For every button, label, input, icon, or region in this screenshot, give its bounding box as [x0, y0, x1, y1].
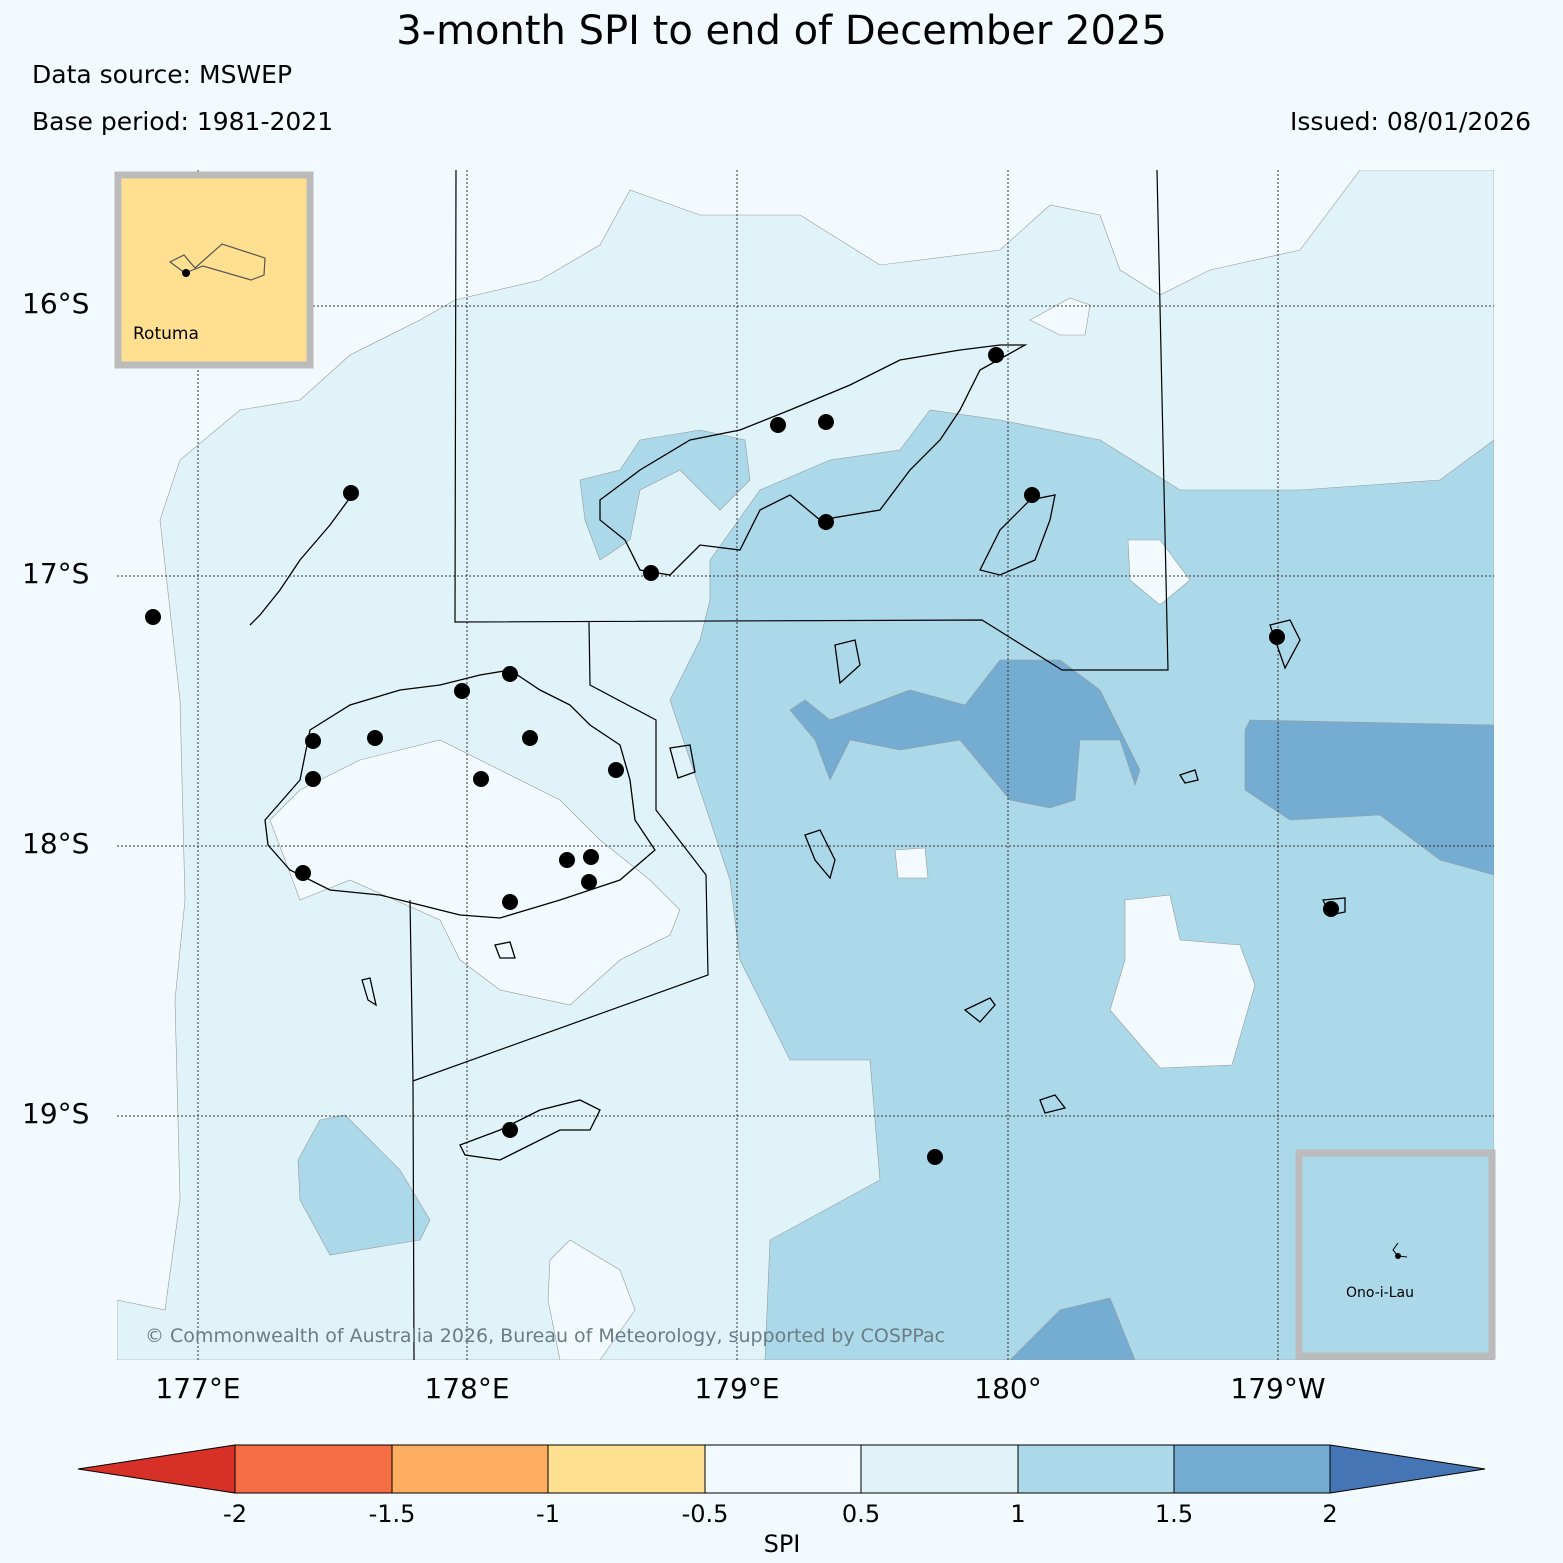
graticule — [117, 170, 1494, 1360]
colorbar-bin — [234, 1444, 393, 1494]
colorbar-tick: 2 — [1322, 1500, 1338, 1528]
colorbar-tick: 1 — [1010, 1500, 1026, 1528]
lat-label: 17°S — [22, 557, 90, 590]
lon-label: 179°E — [694, 1372, 780, 1405]
colorbar-bin — [547, 1444, 706, 1494]
spi-region-1-1.5-east — [669, 409, 1494, 1360]
colorbar-extend-high — [1329, 1444, 1486, 1494]
spi-region-1-1.5-west — [297, 1114, 431, 1256]
issued-date: Issued: 08/01/2026 — [1290, 107, 1531, 136]
ono-i-lau-label: Ono-i-Lau — [1346, 1285, 1414, 1301]
colorbar-bin — [704, 1444, 862, 1494]
colorbar-tick: -2 — [223, 1500, 247, 1528]
base-period: Base period: 1981-2021 — [32, 107, 334, 136]
spi-region-1.5-2-central — [789, 659, 1141, 809]
island — [804, 829, 836, 880]
spi-region-near-normal-east — [1109, 894, 1256, 1069]
lon-label: 178°E — [424, 1372, 510, 1405]
spi-region-1.5-2-south — [1009, 1297, 1136, 1360]
island — [494, 941, 516, 959]
island — [834, 639, 861, 685]
lon-label: 180° — [974, 1372, 1042, 1405]
spi-region-near-normal-ne2 — [1029, 297, 1091, 336]
colorbar-tick: 1.5 — [1154, 1500, 1194, 1528]
colorbar-tick: -1 — [536, 1500, 560, 1528]
spi-region-near-normal-south — [547, 1239, 636, 1360]
rain-stations — [145, 347, 1339, 1165]
colorbar-bin — [391, 1444, 549, 1494]
island — [669, 744, 696, 779]
ono-i-lau-inset — [1295, 1149, 1496, 1360]
colorbar-extend-low — [77, 1444, 236, 1494]
vanua-levu-coast — [599, 344, 1028, 576]
lat-label: 19°S — [22, 1097, 90, 1130]
lon-label: 179°W — [1230, 1372, 1326, 1405]
colorbar — [77, 1444, 1486, 1494]
rotuma-label: Rotuma — [133, 324, 199, 344]
lat-label: 16°S — [22, 287, 90, 320]
colorbar-tick: -1.5 — [368, 1500, 416, 1528]
division-boundaries — [409, 170, 1169, 1360]
colorbar-bin — [860, 1444, 1019, 1494]
colorbar-tick: 0.5 — [841, 1500, 881, 1528]
colorbar-tick: -0.5 — [681, 1500, 729, 1528]
lat-label: 18°S — [22, 827, 90, 860]
copyright-notice: © Commonwealth of Australia 2026, Bureau… — [145, 1325, 946, 1347]
island — [361, 977, 377, 1007]
spi-region-1-1.5-north — [579, 429, 751, 561]
yasawa-coast — [249, 494, 353, 626]
taveuni-coast — [979, 494, 1056, 576]
colorbar-bin — [1017, 1444, 1175, 1494]
map-title: 3-month SPI to end of December 2025 — [396, 8, 1167, 54]
island — [963, 997, 996, 1023]
coastlines — [249, 344, 1346, 1161]
colorbar-bin — [1173, 1444, 1331, 1494]
spi-region-near-normal-ne — [1127, 539, 1191, 606]
island — [1039, 1094, 1067, 1114]
island — [1179, 769, 1199, 784]
lon-label: 177°E — [155, 1372, 241, 1405]
kadavu-coast — [459, 1099, 601, 1161]
spi-region-near-normal-islet — [894, 847, 929, 879]
colorbar-label: SPI — [763, 1530, 801, 1558]
spi-region-1.5-2-east — [1244, 719, 1494, 876]
spi-region-near-normal-vitilevu — [269, 739, 681, 1006]
rotuma-inset — [114, 171, 314, 369]
viti-levu-coast — [264, 669, 656, 919]
island — [1269, 619, 1301, 670]
data-source: Data source: MSWEP — [32, 60, 293, 89]
